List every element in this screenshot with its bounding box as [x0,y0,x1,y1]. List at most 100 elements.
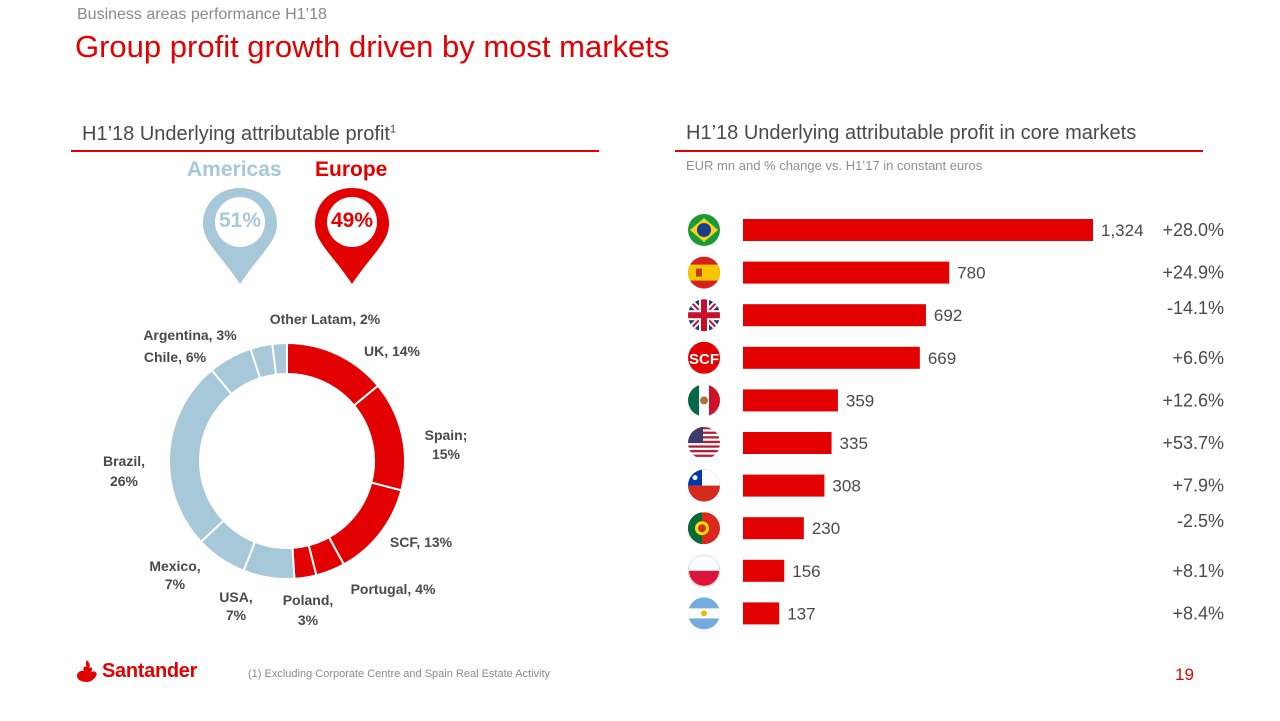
bar-value-label-spain: 780 [957,264,985,283]
donut-label-brazil: Brazil, 26% [103,453,145,489]
donut-label-usa-line1: USA, [219,589,252,605]
scf-logo-text: SCF [689,351,719,368]
flag-usa-icon [688,427,720,459]
change-label-usa: +53.7% [1162,433,1224,453]
page-title: Group profit growth driven by most marke… [75,29,670,64]
bar-row-uk: 692 -14.1% [688,298,1224,332]
europe-label: Europe [315,158,388,181]
map-pin-icon [203,188,277,284]
bar-row-argentina: 137 +8.4% [688,597,1224,630]
donut-label-usa-line2: 7% [226,607,247,623]
bar-value-label-uk: 692 [934,306,962,325]
bar-spain [743,261,950,284]
bar-usa [743,432,832,454]
scf-logo-icon: SCF [688,341,720,374]
flag-chile-icon [688,469,720,502]
donut-label-brazil-line2: 26% [110,473,139,489]
right-panel-subtitle: EUR mn and % change vs. H1’17 in constan… [686,158,983,173]
bar-row-usa: 335 +53.7% [688,427,1224,459]
change-label-uk: -14.1% [1167,298,1224,318]
americas-label: Americas [187,158,282,181]
flag-uk-icon [688,299,720,332]
bar-chile [743,474,825,497]
footnote-marker: 1 [389,123,397,136]
bar-uk [743,304,926,327]
donut-label-other-latam: Other Latam, 2% [270,311,381,327]
bar-portugal [743,517,804,540]
bar-brazil [743,219,1093,241]
bar-row-mexico: 359 +12.6% [688,384,1224,417]
donut-slice-other-latam [271,341,288,376]
map-pin-icon [315,188,389,284]
donut-label-uk: UK, 14% [364,343,421,359]
donut-slice-brazil [168,368,233,544]
donut-label-poland-line1: Poland, [283,592,334,608]
change-label-mexico: +12.6% [1162,390,1224,410]
change-label-portugal: -2.5% [1177,511,1224,531]
left-title-divider [71,150,599,152]
bar-scf [743,346,920,369]
brand-name: Santander [102,659,198,682]
donut-label-portugal: Portugal, 4% [351,581,436,597]
core-markets-bar-chart: 1,324 +28.0% 780 +24.9% 692 -14.1% SCF 669 +6.6%… [688,214,1224,630]
americas-share-pin: 51% [200,184,280,294]
flag-argentina-icon [688,597,720,630]
donut-label-mexico-line2: 7% [165,576,186,592]
change-label-argentina: +8.4% [1172,603,1224,623]
bar-row-scf: SCF 669 +6.6% [688,341,1224,374]
change-label-chile: +7.9% [1172,476,1224,496]
bar-value-label-scf: 669 [928,349,956,368]
change-label-poland: +8.1% [1172,561,1224,581]
donut-slice-scf [327,481,403,566]
bar-row-brazil: 1,324 +28.0% [688,214,1224,246]
footnote: (1) Excluding Corporate Centre and Spain… [248,668,551,680]
donut-label-poland: Poland, 3% [283,592,334,628]
donut-label-argentina: Argentina, 3% [143,327,237,343]
bar-row-spain: 780 +24.9% [688,256,1224,289]
left-panel-title-text: H1’18 Underlying attributable profit [82,123,390,145]
donut-label-usa: USA, 7% [219,589,252,623]
bar-argentina [743,602,780,625]
bar-value-label-portugal: 230 [812,519,840,538]
americas-share-value: 51% [218,209,262,232]
santander-logo: Santander [76,658,197,684]
donut-label-spain: Spain; 15% [425,427,468,462]
bar-value-label-argentina: 137 [787,604,815,623]
europe-share-value: 49% [330,209,374,232]
donut-label-brazil-line1: Brazil, [103,453,145,469]
donut-label-spain-line2: 15% [432,446,461,462]
bar-value-label-usa: 335 [840,434,868,453]
right-title-divider [675,150,1203,152]
profit-donut-chart: UK, 14% Spain; 15% SCF, 13% Portugal, 4% … [103,311,468,628]
donut-label-spain-line1: Spain; [425,427,468,443]
bar-row-chile: 308 +7.9% [688,469,1224,502]
donut-label-scf: SCF, 13% [390,534,453,550]
europe-share-pin: 49% [312,184,392,294]
bar-mexico [743,389,838,412]
flag-brazil-icon [688,214,720,246]
flag-mexico-icon [688,384,720,417]
change-label-spain: +24.9% [1162,263,1224,283]
donut-slice-spain [352,384,406,492]
change-label-scf: +6.6% [1172,348,1224,368]
flag-portugal-icon [688,512,720,545]
left-panel-title: H1’18 Underlying attributable profit1 [82,123,396,146]
bar-value-label-poland: 156 [792,562,820,581]
page-number: 19 [1175,665,1194,684]
right-panel-title: H1’18 Underlying attributable profit in … [686,122,1137,144]
santander-flame-icon [77,660,97,682]
bar-row-poland: 156 +8.1% [688,554,1224,587]
bar-value-label-mexico: 359 [846,391,874,410]
bar-value-label-brazil: 1,324 [1101,221,1144,240]
section-supertitle: Business areas performance H1’18 [77,6,327,23]
donut-label-mexico: Mexico, 7% [149,558,200,592]
change-label-brazil: +28.0% [1162,220,1224,240]
bar-poland [743,559,785,582]
donut-label-chile: Chile, 6% [144,349,207,365]
donut-label-mexico-line1: Mexico, [149,558,200,574]
flag-spain-icon [688,256,720,289]
bar-row-portugal: 230 -2.5% [688,511,1224,545]
bar-value-label-chile: 308 [832,477,860,496]
flag-poland-icon [688,554,720,587]
donut-label-poland-line2: 3% [298,612,319,628]
